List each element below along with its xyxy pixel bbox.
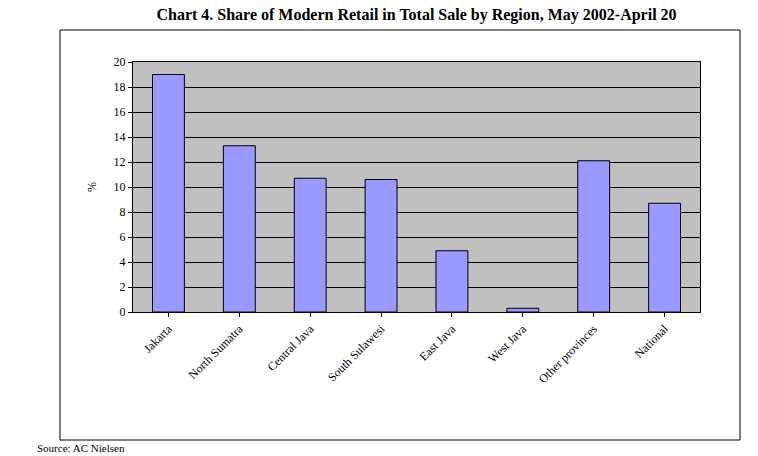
svg-text:East Java: East Java bbox=[417, 321, 459, 363]
svg-text:Chart 4. Share of Modern Retai: Chart 4. Share of Modern Retail in Total… bbox=[156, 6, 676, 24]
svg-text:6: 6 bbox=[120, 230, 126, 244]
svg-text:North Sumatra: North Sumatra bbox=[186, 321, 247, 382]
svg-text:South Sulawesi: South Sulawesi bbox=[325, 321, 388, 384]
svg-text:4: 4 bbox=[120, 255, 126, 269]
svg-text:National: National bbox=[632, 321, 672, 361]
svg-text:16: 16 bbox=[114, 105, 126, 119]
svg-text:14: 14 bbox=[114, 130, 126, 144]
svg-text:West Java: West Java bbox=[485, 321, 529, 365]
svg-text:2: 2 bbox=[120, 280, 126, 294]
svg-text:Jakarta: Jakarta bbox=[141, 321, 175, 355]
svg-text:10: 10 bbox=[114, 180, 126, 194]
svg-text:0: 0 bbox=[120, 305, 126, 319]
svg-text:12: 12 bbox=[114, 155, 126, 169]
svg-text:Central Java: Central Java bbox=[264, 321, 317, 374]
svg-text:18: 18 bbox=[114, 80, 126, 94]
svg-text:8: 8 bbox=[120, 205, 126, 219]
svg-text:Other provinces: Other provinces bbox=[536, 322, 601, 387]
svg-text:20: 20 bbox=[114, 55, 126, 69]
svg-text:Source: AC Nielsen: Source: AC Nielsen bbox=[37, 442, 125, 454]
svg-text:%: % bbox=[85, 182, 99, 192]
